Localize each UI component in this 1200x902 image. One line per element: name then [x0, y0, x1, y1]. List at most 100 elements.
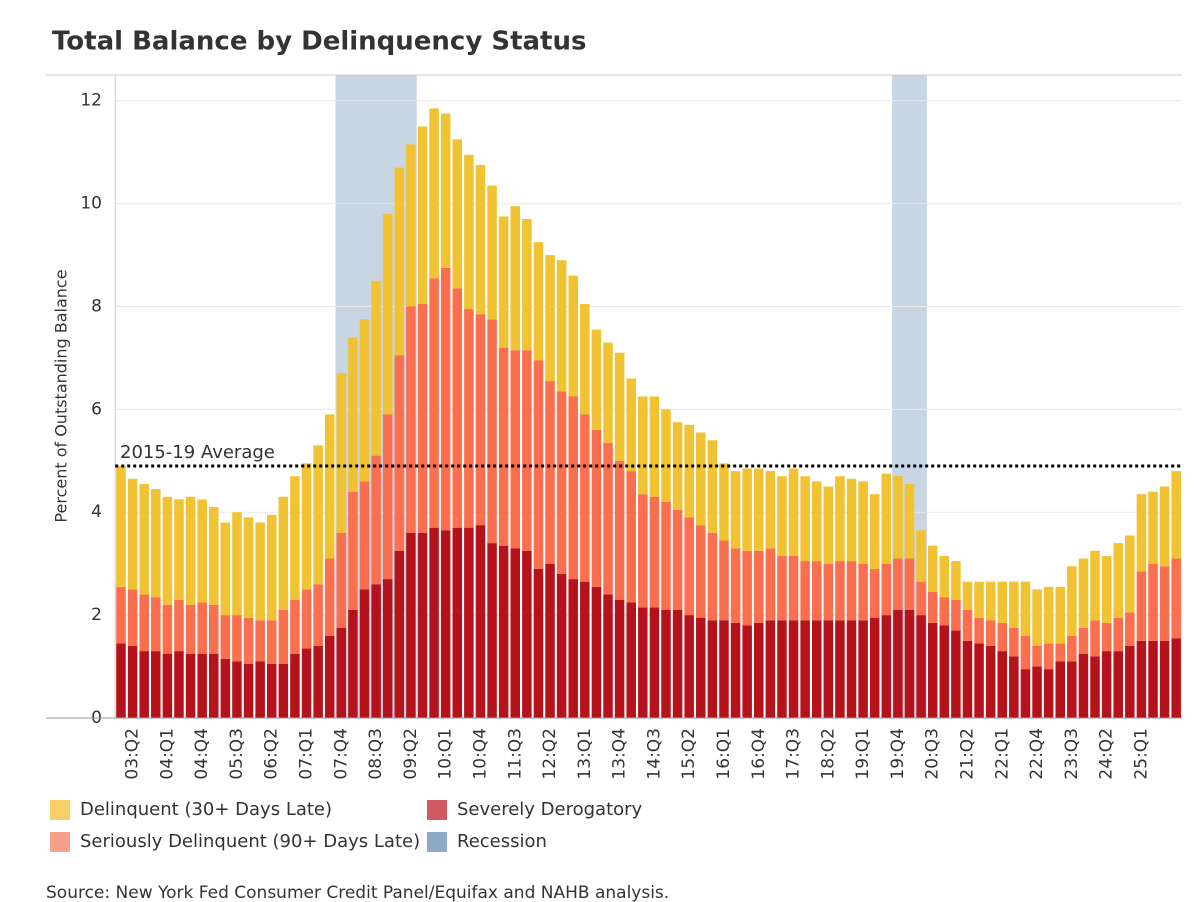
bar-segment — [649, 396, 660, 497]
bar-segment — [382, 579, 393, 718]
bar-segment — [1009, 656, 1019, 718]
bar-segment — [869, 568, 880, 618]
bar-segment — [811, 620, 822, 718]
bar-segment — [510, 350, 521, 549]
bar-segment — [313, 445, 323, 585]
bar-segment — [730, 622, 741, 718]
bar-segment — [962, 609, 973, 641]
x-tick-label: 07:Q1 — [297, 728, 317, 780]
bar-segment — [313, 645, 323, 718]
bar-segment — [1101, 555, 1112, 623]
bar-segment — [313, 584, 323, 646]
bar-segment — [348, 609, 358, 718]
bar-segment — [151, 651, 161, 718]
bar-segment — [997, 581, 1008, 623]
x-tick-label: 08:Q3 — [366, 728, 386, 780]
bar-segment — [209, 507, 219, 605]
bar-segment — [1125, 612, 1135, 646]
bar-segment — [777, 476, 787, 556]
y-tick-label: 8 — [91, 296, 102, 316]
bar-segment — [301, 589, 312, 649]
bar-segment — [185, 604, 196, 654]
bar-segment — [823, 563, 834, 621]
bar-segment — [927, 545, 938, 592]
bar-segment — [811, 561, 822, 621]
bar-segment — [452, 288, 463, 528]
bar-segment — [997, 651, 1008, 718]
bar-segment — [220, 615, 231, 659]
bar-segment — [962, 581, 973, 610]
x-tick-label: 13:Q4 — [610, 728, 630, 780]
bar-segment — [1090, 620, 1100, 657]
bar-segment — [324, 558, 335, 636]
x-tick-label: 19:Q1 — [853, 728, 873, 780]
bar-segment — [487, 319, 497, 544]
x-tick-label: 04:Q4 — [192, 728, 212, 780]
bar-segment — [510, 206, 521, 351]
y-tick-label: 10 — [80, 194, 102, 214]
bar-segment — [371, 455, 381, 585]
bar-segment — [522, 219, 532, 351]
bar-segment — [603, 342, 613, 443]
y-tick-label: 12 — [80, 91, 102, 111]
bar-segment — [846, 561, 857, 621]
bar-segment — [232, 512, 242, 616]
bar-segment — [266, 663, 277, 718]
bar-segment — [197, 653, 207, 718]
bar-segment — [707, 532, 718, 621]
bar-segment — [580, 581, 590, 718]
bar-segment — [162, 496, 173, 605]
y-tick-label: 2 — [91, 605, 102, 625]
bar-segment — [1148, 491, 1158, 564]
bar-segment — [777, 555, 787, 621]
bar-segment — [116, 586, 126, 644]
bar-segment — [603, 594, 613, 718]
bar-segment — [846, 478, 857, 562]
bar-segment — [1020, 581, 1031, 636]
legend-swatch — [427, 800, 447, 820]
x-tick-label: 19:Q4 — [888, 728, 908, 780]
bar-segment — [487, 543, 497, 718]
bar-segment — [1125, 535, 1135, 613]
bar-segment — [707, 620, 718, 718]
x-tick-label: 25:Q1 — [1131, 728, 1151, 780]
bar-segment — [1067, 661, 1077, 718]
bar-segment — [1055, 586, 1065, 644]
bar-segment — [545, 381, 555, 564]
bar-segment — [464, 154, 474, 310]
bar-segment — [255, 620, 265, 662]
bar-segment — [1032, 589, 1042, 646]
bar-segment — [348, 337, 358, 492]
bar-segment — [1171, 558, 1181, 639]
bar-segment — [580, 303, 590, 415]
bar-segment — [985, 581, 996, 621]
bar-segment — [765, 471, 776, 549]
bar-segment — [162, 604, 173, 654]
x-tick-label: 20:Q3 — [923, 728, 943, 780]
bar-segment — [1159, 640, 1170, 718]
bar-segment — [1043, 643, 1054, 670]
bar-segment — [730, 471, 741, 549]
bar-segment — [475, 165, 486, 315]
bar-segment — [696, 617, 706, 718]
bar-segment — [1171, 471, 1181, 559]
bar-segment — [788, 620, 799, 718]
bar-segment — [498, 347, 509, 546]
bar-segment — [916, 581, 926, 616]
bar-segment — [243, 663, 254, 718]
bar-segment — [754, 468, 764, 551]
bar-segment — [788, 468, 799, 556]
bar-segment — [394, 355, 405, 551]
legend-label: Delinquent (30+ Days Late) — [80, 799, 332, 820]
bar-segment — [556, 573, 567, 718]
bar-segment — [151, 597, 161, 652]
bar-segment — [359, 481, 370, 590]
bar-segment — [765, 620, 776, 718]
bar-segment — [406, 144, 416, 307]
x-tick-label: 12:Q2 — [540, 728, 560, 780]
bar-segment — [684, 517, 694, 616]
bar-segment — [580, 414, 590, 582]
bar-segment — [1148, 563, 1158, 641]
bar-segment — [498, 545, 509, 718]
